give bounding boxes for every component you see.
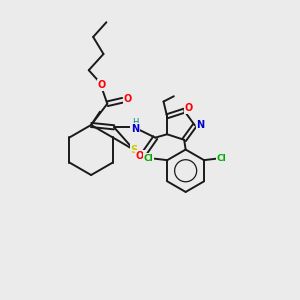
Text: O: O <box>184 103 193 113</box>
Text: S: S <box>130 145 137 155</box>
Text: Cl: Cl <box>144 154 154 163</box>
Text: N: N <box>196 120 205 130</box>
Text: N: N <box>131 124 139 134</box>
Text: O: O <box>124 94 132 104</box>
Text: H: H <box>132 118 139 127</box>
Text: O: O <box>136 151 144 161</box>
Text: O: O <box>98 80 106 90</box>
Text: Cl: Cl <box>217 154 226 163</box>
